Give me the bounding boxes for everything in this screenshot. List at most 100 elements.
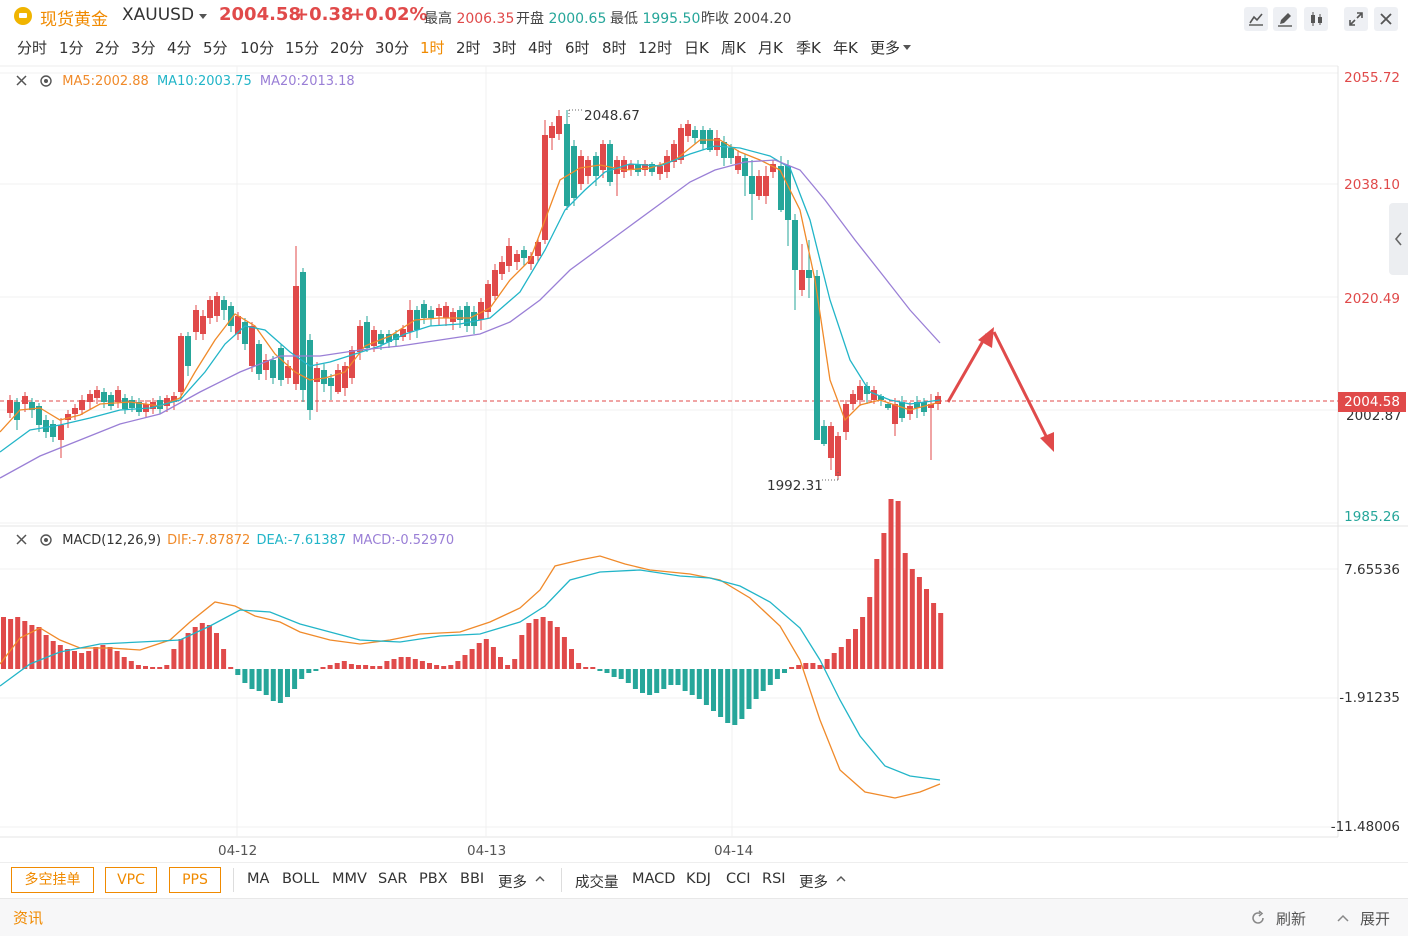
- candle-body: [371, 330, 377, 346]
- candle-body: [143, 404, 149, 412]
- macd-bar: [561, 637, 567, 669]
- main-indicator-4[interactable]: PBX: [419, 871, 448, 887]
- refresh-icon[interactable]: [1250, 910, 1266, 926]
- macd-bar: [597, 669, 603, 671]
- period-7[interactable]: 15分: [285, 39, 320, 57]
- up-arrow-head: [978, 327, 994, 348]
- instrument-code[interactable]: XAUUSD: [122, 5, 195, 25]
- settings-gear-icon[interactable]: [38, 73, 54, 89]
- high-stat: 最高 2006.35: [424, 8, 514, 28]
- period-13[interactable]: 4时: [528, 39, 553, 57]
- period-22[interactable]: 更多: [870, 39, 901, 57]
- macd-bar: [533, 619, 539, 669]
- macd-bar: [938, 613, 944, 669]
- long-short-orders-button[interactable]: 多空挂单: [11, 867, 94, 893]
- period-19[interactable]: 月K: [758, 39, 783, 57]
- side-panel-toggle[interactable]: [1389, 203, 1408, 275]
- macd-bar: [824, 659, 830, 669]
- macd-bar: [427, 663, 432, 669]
- period-1[interactable]: 1分: [59, 39, 84, 57]
- refresh-button[interactable]: 刷新: [1276, 910, 1307, 928]
- period-18[interactable]: 周K: [721, 39, 746, 57]
- close-indicator-icon[interactable]: [14, 532, 30, 548]
- pps-button[interactable]: PPS: [169, 867, 221, 893]
- candle-body: [857, 386, 863, 400]
- candle-body: [578, 156, 584, 184]
- period-12[interactable]: 3时: [492, 39, 517, 57]
- candle-body: [178, 336, 184, 392]
- candle-body: [692, 130, 698, 138]
- news-tab[interactable]: 资讯: [13, 909, 44, 927]
- candle-body: [664, 156, 670, 172]
- macd-dif: DIF:-7.87872: [167, 532, 251, 548]
- period-3[interactable]: 3分: [131, 39, 156, 57]
- main-indicator-6[interactable]: 更多: [498, 875, 527, 891]
- period-6[interactable]: 10分: [240, 39, 275, 57]
- main-legend: MA5:2002.88 MA10:2003.75 MA20:2013.18: [14, 73, 355, 89]
- candle-body: [50, 424, 56, 437]
- macd-bar: [242, 669, 248, 683]
- main-indicator-2[interactable]: MMV: [332, 871, 367, 887]
- settings-gear-icon[interactable]: [38, 532, 54, 548]
- chevron-up-icon[interactable]: [1336, 911, 1350, 925]
- fullscreen-button[interactable]: [1344, 7, 1368, 31]
- sub-indicator-2[interactable]: KDJ: [686, 871, 711, 887]
- close-indicator-icon[interactable]: [14, 73, 30, 89]
- main-indicator-5[interactable]: BBI: [460, 871, 485, 887]
- period-16[interactable]: 12时: [638, 39, 673, 57]
- sub-indicator-0[interactable]: 成交量: [575, 875, 619, 891]
- chevron-down-icon[interactable]: [903, 45, 911, 50]
- chevron-up-icon[interactable]: [836, 874, 846, 884]
- candle-body: [7, 400, 13, 413]
- sub-indicator-5[interactable]: 更多: [799, 875, 828, 891]
- macd-bar: [569, 649, 574, 669]
- close-button[interactable]: [1374, 7, 1398, 31]
- period-5[interactable]: 5分: [203, 39, 228, 57]
- main-indicator-3[interactable]: SAR: [378, 871, 408, 887]
- candle-body: [600, 144, 606, 170]
- period-2[interactable]: 2分: [95, 39, 120, 57]
- main-indicator-0[interactable]: MA: [247, 871, 270, 887]
- sub-indicator-4[interactable]: RSI: [762, 871, 786, 887]
- candle-body: [850, 394, 856, 404]
- period-17[interactable]: 日K: [684, 39, 709, 57]
- chevron-up-icon[interactable]: [535, 874, 545, 884]
- candle-body: [457, 310, 463, 320]
- vpc-button[interactable]: VPC: [105, 867, 157, 893]
- candle-body: [806, 270, 812, 278]
- period-14[interactable]: 6时: [565, 39, 590, 57]
- high-label: 最高: [424, 11, 452, 27]
- period-9[interactable]: 30分: [375, 39, 410, 57]
- macd-bar: [107, 647, 113, 669]
- price-change-pct: +0.02%: [350, 4, 428, 25]
- low-stat: 最低 1995.50: [610, 8, 700, 28]
- macd-bar: [434, 665, 440, 669]
- period-15[interactable]: 8时: [602, 39, 627, 57]
- line-chart-icon: [1249, 13, 1263, 26]
- chart-type-button[interactable]: [1244, 7, 1268, 31]
- period-20[interactable]: 季K: [796, 39, 821, 57]
- candle-style-button[interactable]: [1304, 7, 1328, 31]
- candle-body: [763, 176, 769, 196]
- main-indicator-1[interactable]: BOLL: [282, 871, 320, 887]
- macd-bar: [547, 621, 553, 669]
- sub-indicator-1[interactable]: MACD: [632, 871, 676, 887]
- chevron-down-icon[interactable]: [199, 14, 207, 19]
- macd-bar: [810, 663, 816, 669]
- period-0[interactable]: 分时: [17, 39, 48, 57]
- draw-tool-button[interactable]: [1273, 7, 1297, 31]
- expand-button[interactable]: 展开: [1360, 910, 1391, 928]
- macd-bar: [143, 666, 148, 669]
- period-21[interactable]: 年K: [833, 39, 858, 57]
- candle-body: [414, 310, 420, 330]
- period-11[interactable]: 2时: [456, 39, 481, 57]
- period-4[interactable]: 4分: [167, 39, 192, 57]
- macd-bar: [320, 667, 326, 669]
- period-8[interactable]: 20分: [330, 39, 365, 57]
- candle-body: [393, 334, 399, 340]
- candle-body: [892, 404, 898, 424]
- period-10[interactable]: 1时: [420, 39, 445, 57]
- macd-bar: [505, 665, 511, 669]
- sub-indicator-3[interactable]: CCI: [726, 871, 751, 887]
